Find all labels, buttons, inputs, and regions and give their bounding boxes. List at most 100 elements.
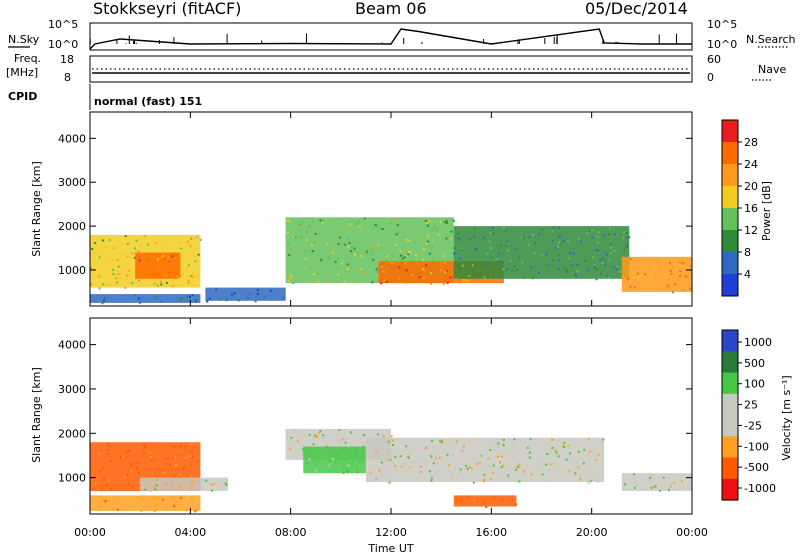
heatmap-speckle xyxy=(190,275,193,277)
heatmap-speckle xyxy=(336,438,339,441)
heatmap-speckle xyxy=(180,454,183,457)
heatmap-speckle xyxy=(418,276,421,279)
heatmap-speckle xyxy=(237,299,240,302)
heatmap-speckle xyxy=(579,240,582,243)
heatmap-speckle xyxy=(419,465,422,468)
heatmap-speckle xyxy=(396,224,399,227)
heatmap-speckle xyxy=(430,455,433,458)
heatmap-speckle xyxy=(460,248,463,251)
heatmap-speckle xyxy=(403,256,406,259)
heatmap-speckle xyxy=(514,464,517,467)
heatmap-speckle xyxy=(322,434,325,437)
heatmap-speckle xyxy=(351,462,353,465)
heatmap-speckle xyxy=(473,499,476,501)
heatmap-speckle xyxy=(425,221,428,224)
heatmap-speckle xyxy=(507,474,510,477)
heatmap-speckle xyxy=(502,464,505,467)
heatmap-speckle xyxy=(382,270,385,273)
heatmap-speckle xyxy=(288,254,291,257)
heatmap-speckle xyxy=(321,221,324,224)
heatmap-speckle xyxy=(405,445,408,448)
heatmap-speckle xyxy=(672,265,675,268)
heatmap-speckle xyxy=(126,262,129,265)
heatmap-speckle xyxy=(94,242,97,245)
heatmap-speckle xyxy=(150,456,153,458)
heatmap-speckle xyxy=(225,483,228,486)
heatmap-speckle xyxy=(507,242,510,245)
heatmap-speckle xyxy=(559,235,562,238)
heatmap-speckle xyxy=(289,447,292,450)
heatmap-speckle xyxy=(439,221,442,223)
heatmap-speckle xyxy=(187,264,190,267)
heatmap-speckle xyxy=(371,281,374,284)
heatmap-speckle xyxy=(173,505,176,508)
heatmap-speckle xyxy=(425,242,428,245)
y-tick-label: 4000 xyxy=(58,132,86,145)
heatmap-speckle xyxy=(313,434,316,437)
heatmap-speckle xyxy=(461,499,463,501)
heatmap-speckle xyxy=(386,466,389,469)
heatmap-speckle xyxy=(372,258,375,261)
heatmap-speckle xyxy=(466,280,469,283)
nsky-trace xyxy=(89,28,692,50)
heatmap-speckle xyxy=(213,482,216,485)
heatmap-speckle xyxy=(608,227,611,230)
heatmap-speckle xyxy=(305,239,308,242)
heatmap-speckle xyxy=(137,250,140,253)
heatmap-speckle xyxy=(602,257,605,260)
heatmap-speckle xyxy=(344,243,346,246)
heatmap-speckle xyxy=(102,499,105,501)
heatmap-speckle xyxy=(455,277,458,280)
heatmap-speckle xyxy=(458,257,461,260)
heatmap-speckle xyxy=(517,480,520,483)
heatmap-speckle xyxy=(375,268,378,271)
heatmap-speckle xyxy=(402,462,405,465)
heatmap-speckle xyxy=(436,470,439,473)
heatmap-speckle xyxy=(594,477,597,480)
heatmap-speckle xyxy=(184,445,187,448)
heatmap-speckle xyxy=(498,275,501,277)
heatmap-speckle xyxy=(528,451,531,454)
heatmap-speckle xyxy=(428,470,431,473)
heatmap-speckle xyxy=(300,221,303,224)
heatmap-speckle xyxy=(563,445,565,448)
heatmap-speckle xyxy=(122,456,125,459)
heatmap-speckle xyxy=(615,268,618,270)
heatmap-speckle xyxy=(178,473,181,476)
heatmap-speckle xyxy=(604,263,607,266)
heatmap-speckle xyxy=(629,285,632,288)
heatmap-speckle xyxy=(669,485,672,488)
heatmap-speckle xyxy=(375,450,378,453)
heatmap-speckle xyxy=(600,272,602,275)
heatmap-speckle xyxy=(106,443,109,446)
heatmap-speckle xyxy=(487,457,490,460)
heatmap-speckle xyxy=(599,441,602,444)
heatmap-speckle xyxy=(418,471,421,474)
heatmap-speckle xyxy=(126,255,129,258)
heatmap-region-7 xyxy=(621,256,692,292)
heatmap-speckle xyxy=(160,300,163,303)
heatmap-speckle xyxy=(116,269,118,272)
heatmap-speckle xyxy=(372,440,375,443)
heatmap-speckle xyxy=(631,276,634,279)
heatmap-speckle xyxy=(623,483,626,486)
heatmap-speckle xyxy=(184,457,187,459)
heatmap-speckle xyxy=(98,275,101,278)
heatmap-speckle xyxy=(430,272,433,275)
heatmap-speckle xyxy=(636,281,639,284)
heatmap-speckle xyxy=(410,260,413,263)
heatmap-speckle xyxy=(623,249,626,252)
heatmap-speckle xyxy=(372,249,375,252)
heatmap-speckle xyxy=(538,271,541,274)
heatmap-speckle xyxy=(178,277,180,280)
heatmap-speckle xyxy=(558,259,561,262)
heatmap-speckle xyxy=(375,477,378,480)
heatmap-speckle xyxy=(474,248,476,251)
heatmap-speckle xyxy=(144,446,147,449)
heatmap-speckle xyxy=(398,257,401,260)
heatmap-speckle xyxy=(576,270,579,273)
heatmap-speckle xyxy=(682,486,685,489)
heatmap-speckle xyxy=(407,253,410,256)
heatmap-speckle xyxy=(153,282,156,285)
heatmap-speckle xyxy=(502,268,505,271)
